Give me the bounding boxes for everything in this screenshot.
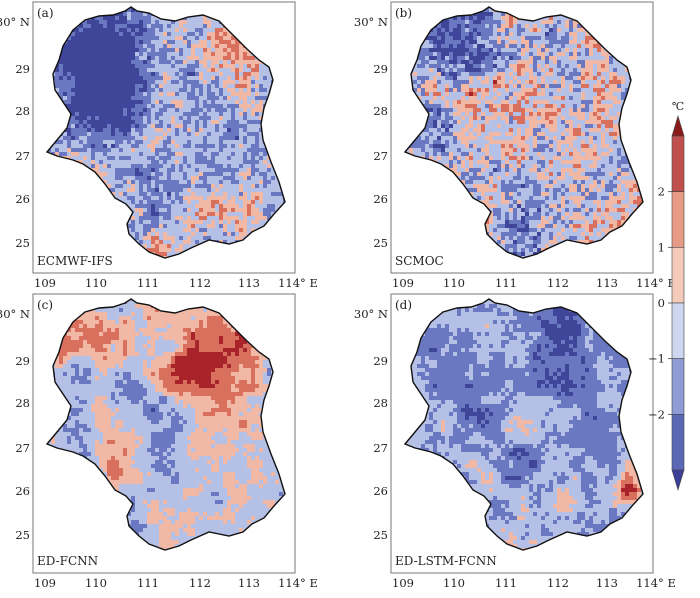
colorbar-tick-label: −1	[648, 352, 665, 366]
latitude-label: 29	[373, 62, 388, 76]
longitude-label: 110	[443, 576, 465, 590]
longitude-label: 110	[85, 576, 107, 590]
model-name: ED-LSTM-FCNN	[395, 554, 497, 568]
longitude-label: 114° E	[278, 576, 318, 590]
panel-tag: (a)	[37, 6, 54, 20]
longitude-label: 109	[34, 276, 56, 290]
latitude-label: 27	[373, 441, 388, 455]
longitude-label: 114° E	[278, 276, 318, 290]
latitude-label: 29	[15, 354, 30, 368]
model-name: SCMOC	[395, 254, 444, 268]
longitude-label: 109	[392, 276, 414, 290]
latitude-label: 29	[15, 62, 30, 76]
longitude-label: 112	[547, 576, 569, 590]
model-name: ECMWF-IFS	[37, 254, 113, 268]
longitude-label: 113	[596, 276, 618, 290]
colorbar-tick-label: −2	[648, 407, 665, 421]
panel-tag: (c)	[37, 298, 53, 312]
longitude-label: 113	[238, 276, 260, 290]
latitude-label: 27	[373, 149, 388, 163]
longitude-label: 111	[137, 576, 159, 590]
latitude-label: 29	[373, 354, 388, 368]
longitude-label: 111	[137, 276, 159, 290]
latitude-label: 28	[373, 104, 388, 118]
latitude-label: 28	[15, 396, 30, 410]
latitude-label: 28	[373, 396, 388, 410]
colorbar-segment	[672, 359, 684, 415]
colorbar-segment	[672, 303, 684, 359]
latitude-label: 26	[373, 484, 388, 498]
longitude-label: 111	[495, 276, 517, 290]
longitude-label: 109	[392, 576, 414, 590]
longitude-label: 112	[547, 276, 569, 290]
latitude-label: 30° N	[0, 307, 30, 321]
colorbar-tick-label: 0	[658, 296, 665, 310]
colorbar-tick-label: 2	[658, 185, 665, 199]
map-panel: (c) ED-FCNN 30° N 29 28 27 26 25 109 110 111 112 113…	[0, 294, 318, 590]
colorbar-segment	[672, 414, 684, 470]
latitude-label: 30° N	[354, 15, 388, 29]
colorbar-extend-top	[672, 116, 684, 136]
longitude-label: 112	[189, 576, 211, 590]
colorbar-segment	[672, 247, 684, 303]
longitude-label: 110	[85, 276, 107, 290]
map-panel: (a) ECMWF-IFS 30° N 29 28 27 26 25 109 110 111 112 1…	[0, 2, 318, 290]
latitude-label: 25	[15, 236, 30, 250]
longitude-label: 112	[189, 276, 211, 290]
longitude-label: 110	[443, 276, 465, 290]
panel-tag: (d)	[395, 298, 412, 312]
latitude-label: 30° N	[0, 15, 30, 29]
colorbar-segment	[672, 192, 684, 248]
latitude-label: 25	[15, 528, 30, 542]
longitude-label: 109	[34, 576, 56, 590]
colorbar-unit: ℃	[672, 100, 684, 113]
colorbar-tick-label: 1	[658, 240, 665, 254]
map-panels: (a) ECMWF-IFS 30° N 29 28 27 26 25 109 110 111 112 1…	[0, 2, 676, 590]
latitude-label: 26	[15, 192, 30, 206]
longitude-label: 114° E	[636, 276, 676, 290]
longitude-label: 111	[495, 576, 517, 590]
latitude-label: 30° N	[354, 307, 388, 321]
latitude-label: 27	[15, 441, 30, 455]
latitude-label: 27	[15, 149, 30, 163]
longitude-label: 114° E	[636, 576, 676, 590]
latitude-label: 25	[373, 236, 388, 250]
longitude-label: 113	[238, 576, 260, 590]
panel-tag: (b)	[395, 6, 412, 20]
colorbar-segment	[672, 136, 684, 192]
latitude-label: 26	[373, 192, 388, 206]
longitude-label: 113	[596, 576, 618, 590]
model-name: ED-FCNN	[37, 554, 98, 568]
map-panel: (d) ED-LSTM-FCNN 30° N 29 28 27 26 25 109 110 111 1…	[354, 294, 676, 590]
latitude-label: 25	[373, 528, 388, 542]
latitude-label: 28	[15, 104, 30, 118]
latitude-label: 26	[15, 484, 30, 498]
colorbar-extend-bottom	[672, 470, 684, 490]
